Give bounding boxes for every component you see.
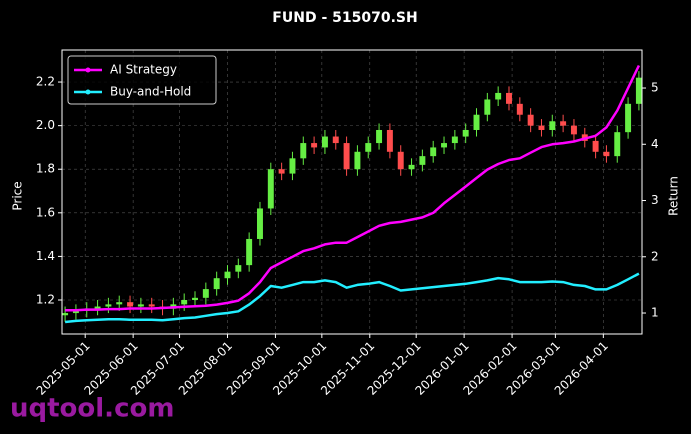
candle-body [148,304,155,307]
candle-body [506,92,512,104]
candle-body [105,304,112,307]
candle-body [495,92,502,100]
y2-tick-label: 5 [651,81,659,95]
candle-body [603,151,610,157]
candle-body [235,265,242,272]
y-tick-label: 1.2 [36,292,55,306]
candle-body [278,169,285,174]
legend-marker [85,67,91,73]
candle-body [332,136,339,144]
candle-body [441,143,448,148]
candle-body [365,143,372,152]
candle-body [127,302,134,307]
chart-title: FUND - 515070.SH [272,10,417,26]
y2-tick-label: 3 [651,193,659,207]
y-tick-label: 1.4 [36,249,55,263]
candle-body [473,114,480,130]
series-line [64,272,640,324]
candle-body [625,103,632,133]
plot-frame [61,49,643,335]
candle-body [267,169,274,209]
candle-body [592,140,599,152]
candle-body [137,304,144,307]
candle-body [72,310,79,314]
candle-body [202,289,209,298]
y-tick-label: 2.0 [36,118,55,132]
y-tick-label: 2.2 [36,75,55,89]
y2-axis-label: Return [667,176,681,216]
candle-body [397,151,404,170]
candle-body [256,208,263,239]
y2-tick-label: 1 [651,306,659,320]
candle-body [430,147,437,157]
candle-body [549,121,556,130]
candle-body [419,156,426,165]
legend-marker [85,89,91,95]
candle-body [300,143,307,159]
candle-body [94,306,101,309]
legend: AI Strategy Buy-and-Hold [67,55,217,105]
candle-body [570,125,577,135]
y-tick-label: 1.6 [36,205,55,219]
candle-body [386,129,393,152]
y-tick-label: 1.8 [36,162,55,176]
candle-body [484,99,491,115]
legend-box [67,55,217,105]
y-axis-label: Price [11,181,25,210]
candle-body [246,238,253,266]
candle-body [560,121,567,126]
candle-body [343,143,350,170]
y2-tick-label: 2 [651,249,659,263]
candle-body [354,151,361,170]
series-line [65,64,641,312]
candle-body [321,136,328,148]
y2-tick-label: 4 [651,137,659,151]
candle-body [62,313,69,316]
legend-label: Buy-and-Hold [110,85,191,99]
candle-body [527,114,534,126]
candle-body [289,158,296,174]
candle-body [462,129,469,137]
candle-body [451,136,458,144]
candle-body [376,129,383,144]
candle-body [181,299,188,305]
candle-body [635,77,642,104]
candle-body [614,132,621,157]
candle-body [538,125,545,130]
watermark: uqtool.com [10,394,174,424]
candle-body [192,297,198,300]
candle-body [213,278,220,290]
candle-body [116,302,123,305]
legend-label: AI Strategy [110,63,177,77]
candle-body [516,103,523,115]
candle-body [408,164,415,170]
candle-body [224,271,231,279]
candle-body [311,143,318,148]
plot-area [62,50,642,334]
